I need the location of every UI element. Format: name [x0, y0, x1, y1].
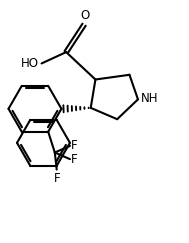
Text: F: F [71, 153, 77, 166]
Text: NH: NH [141, 92, 158, 105]
Text: O: O [81, 9, 90, 22]
Text: HO: HO [21, 57, 39, 70]
Text: F: F [71, 139, 77, 152]
Text: F: F [53, 172, 60, 185]
